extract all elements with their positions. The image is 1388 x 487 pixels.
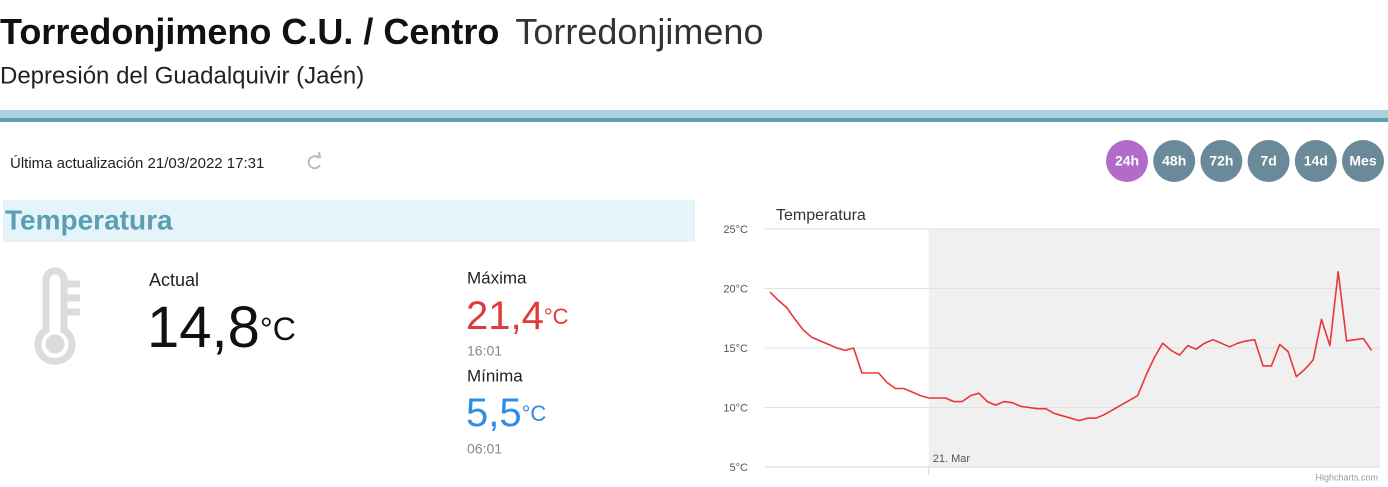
- period-button[interactable]: 72h: [1200, 140, 1243, 182]
- y-tick-label: 20°C: [723, 283, 748, 295]
- station-place: Torredonjimeno: [515, 11, 763, 52]
- y-tick-label: 25°C: [723, 224, 748, 236]
- period-button-label[interactable]: 24h: [1115, 153, 1139, 169]
- last-update: Última actualización 21/03/2022 17:31: [10, 155, 264, 172]
- station-title: Torredonjimeno C.U. / Centro Torredonjime…: [0, 11, 763, 52]
- min-reading: 5,5°C: [466, 391, 546, 435]
- period-button[interactable]: 7d: [1247, 140, 1290, 182]
- chart-title: Temperatura: [776, 207, 866, 224]
- max-reading: 21,4°C: [466, 294, 569, 338]
- series-line: [769, 271, 1373, 422]
- period-button-bg[interactable]: [1200, 140, 1243, 182]
- panel-title-bar: [3, 200, 695, 242]
- chart: Temperatura 5°C 10°C 15°C 20°C 25°C 21. Mar Hig…: [723, 207, 1380, 482]
- max-unit: °C: [544, 304, 569, 329]
- period-button[interactable]: 14d: [1294, 140, 1337, 182]
- period-button-label[interactable]: 7d: [1260, 153, 1276, 169]
- refresh-icon[interactable]: [307, 151, 322, 170]
- y-tick-label: 5°C: [730, 462, 749, 474]
- region: Depresión del Guadalquivir (Jaén): [0, 62, 364, 89]
- period-button-bg[interactable]: [1153, 140, 1196, 182]
- header-bar: [0, 110, 1388, 118]
- min-label: Mínima: [467, 366, 523, 385]
- min-time: 06:01: [467, 441, 502, 457]
- min-value: 5,5: [466, 391, 522, 435]
- max-value: 21,4: [466, 294, 544, 338]
- max-time: 16:01: [467, 343, 502, 359]
- period-button-bg[interactable]: [1294, 140, 1337, 182]
- period-button-label[interactable]: 72h: [1209, 153, 1233, 169]
- period-button-bg[interactable]: [1342, 140, 1384, 182]
- header-bar-line: [0, 118, 1388, 122]
- y-tick-label: 15°C: [723, 343, 748, 355]
- max-label: Máxima: [467, 268, 527, 287]
- x-tick-label: 21. Mar: [933, 453, 971, 465]
- current-label: Actual: [149, 270, 199, 290]
- period-button-label[interactable]: Mes: [1349, 153, 1376, 169]
- station-name: Torredonjimeno C.U. / Centro: [0, 11, 499, 52]
- y-tick-label: 10°C: [723, 402, 748, 414]
- period-button-label[interactable]: 14d: [1304, 153, 1328, 169]
- period-button-label[interactable]: 48h: [1162, 153, 1186, 169]
- min-unit: °C: [522, 401, 547, 426]
- period-button-bg[interactable]: [1247, 140, 1290, 182]
- period-button-bg[interactable]: [1106, 140, 1148, 182]
- thermometer-icon: [34, 267, 80, 365]
- current-unit: °C: [260, 311, 296, 347]
- period-button[interactable]: 48h: [1153, 140, 1196, 182]
- period-button[interactable]: 24h: [1106, 140, 1148, 182]
- panel-title: Temperatura: [5, 204, 173, 235]
- current-value: 14,8: [147, 295, 260, 360]
- period-buttons: 24h 48h 72h 7d 14d Mes: [1106, 140, 1384, 182]
- current-reading: 14,8°C: [147, 295, 296, 360]
- chart-credit[interactable]: Highcharts.com: [1315, 472, 1378, 482]
- period-button[interactable]: Mes: [1342, 140, 1384, 182]
